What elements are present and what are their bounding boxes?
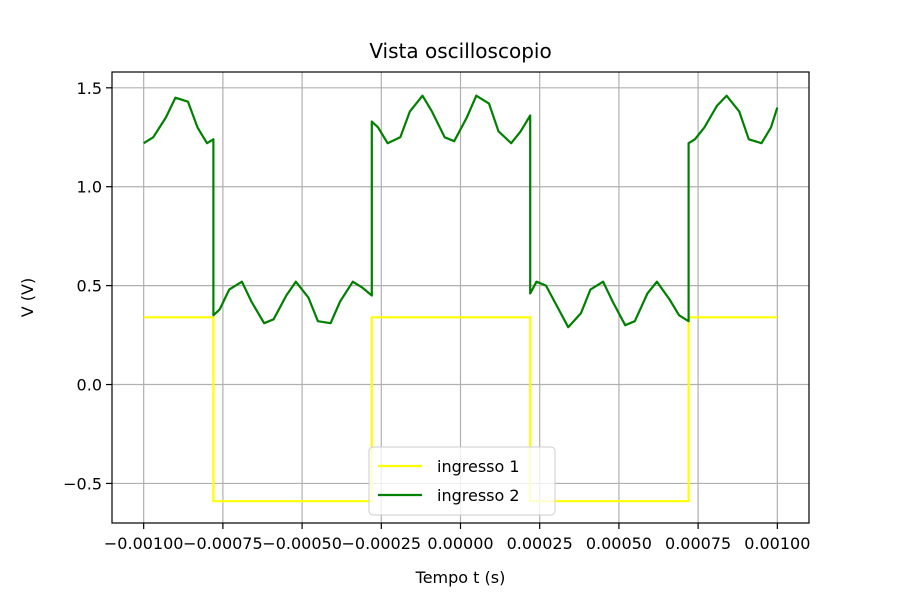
y-axis-title: V (V) [18,278,37,317]
y-tick-label: 1.5 [77,79,102,98]
y-tick-label: 0.0 [77,376,102,395]
x-tick-label: 0.00050 [586,534,652,553]
x-tick-label: −0.00025 [342,534,422,553]
x-tick-label: −0.00075 [183,534,263,553]
x-tick-label: −0.00050 [262,534,342,553]
legend-label-ingresso-2: ingresso 2 [437,486,520,505]
x-axis: −0.00100 −0.00075 −0.00050 −0.00025 0.00000 0… [104,523,810,553]
legend-box [368,446,556,516]
series-line-ingresso-1 [143,316,778,503]
y-axis: −0.5 0.0 0.5 1.0 1.5 [63,79,112,493]
series-line-ingresso-2 [143,94,779,329]
x-axis-title: Tempo t (s) [415,568,506,587]
x-tick-label: 0.00075 [665,534,731,553]
x-tick-label: 0.00100 [744,534,810,553]
legend-label-ingresso-1: ingresso 1 [437,457,520,476]
x-tick-label: 0.00025 [507,534,573,553]
chart-title: Vista oscilloscopio [369,39,551,63]
y-tick-label: 1.0 [77,178,102,197]
y-tick-label: −0.5 [63,474,102,493]
legend: ingresso 1 ingresso 2 [368,446,556,516]
series-layer [143,94,779,503]
x-tick-label: 0.00000 [427,534,493,553]
y-tick-label: 0.5 [77,277,102,296]
x-tick-label: −0.00100 [104,534,184,553]
